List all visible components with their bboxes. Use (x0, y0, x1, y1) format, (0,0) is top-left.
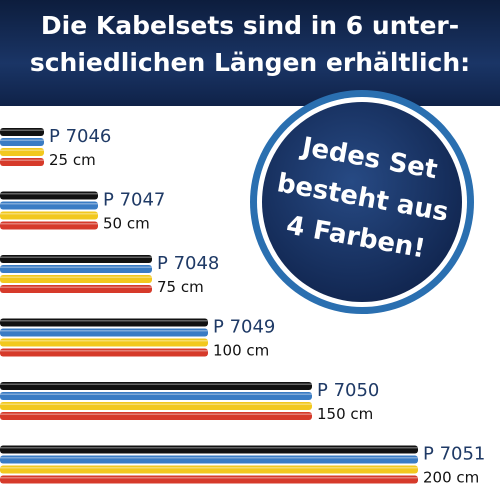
cable-shine (0, 193, 98, 195)
cable-shine (0, 330, 208, 332)
item-code: P 7051 (423, 444, 485, 465)
cable-stripe (0, 475, 418, 484)
cable-shine (0, 286, 152, 288)
item-length: 25 cm (49, 151, 96, 169)
cable-stripe (0, 412, 312, 420)
cable-stripe (0, 265, 152, 273)
cable-stripe (0, 318, 208, 327)
cable-stripe (0, 445, 418, 454)
cable-stripe (0, 402, 312, 410)
item-code: P 7049 (213, 317, 275, 338)
header-line: Die Kabelsets sind in 6 unter- (41, 11, 459, 40)
cable-stripe (0, 348, 208, 357)
cable-shine (0, 447, 418, 449)
cable-stripe (0, 455, 418, 464)
item-length: 200 cm (423, 469, 479, 487)
cable-shine (0, 256, 152, 258)
cable-stripe (0, 138, 44, 146)
cable-stripe (0, 328, 208, 337)
item-length: 50 cm (103, 215, 150, 233)
item-length: 150 cm (317, 405, 373, 423)
cable-shine (0, 403, 312, 405)
header-line: schiedlichen Längen erhältlich: (30, 48, 470, 77)
cable-shine (0, 213, 98, 215)
item-code: P 7047 (103, 190, 165, 211)
item-code: P 7046 (49, 126, 111, 147)
cable-stripe (0, 191, 98, 200)
cable-stripe (0, 221, 98, 230)
badge: Jedes Set besteht aus 4 Farben! (250, 90, 474, 314)
cable-stripe (0, 255, 152, 263)
item-length: 100 cm (213, 342, 269, 360)
cable-shine (0, 320, 208, 322)
cable-stripe (0, 158, 44, 166)
cable-stripe (0, 148, 44, 156)
header-band (0, 0, 500, 106)
item-code: P 7048 (157, 253, 219, 274)
cable-shine (0, 340, 208, 342)
item-list: P 7046 25 cm P 7047 50 cm P 7048 75 cm P 7049 1… (0, 126, 485, 487)
cable-shine (0, 413, 312, 415)
cable-shine (0, 203, 98, 205)
cable-stripe (0, 392, 312, 400)
cable-stripe (0, 128, 44, 136)
cable-shine (0, 383, 312, 385)
cable-stripe (0, 211, 98, 220)
cable-stripe (0, 201, 98, 210)
cable-shine (0, 129, 44, 131)
cable-shine (0, 477, 418, 479)
cable-stripe (0, 382, 312, 390)
item-length: 75 cm (157, 278, 204, 296)
cable-shine (0, 393, 312, 395)
item-code: P 7050 (317, 380, 379, 401)
cable-shine (0, 276, 152, 278)
cable-stripe (0, 465, 418, 474)
cable-shine (0, 457, 418, 459)
cable-shine (0, 223, 98, 225)
cable-shine (0, 350, 208, 352)
cable-stripe (0, 275, 152, 283)
cable-shine (0, 139, 44, 141)
cable-shine (0, 149, 44, 151)
cable-stripe (0, 338, 208, 347)
badge-disc (262, 102, 462, 302)
cable-shine (0, 266, 152, 268)
cable-shine (0, 159, 44, 161)
cable-stripe (0, 285, 152, 293)
cable-shine (0, 467, 418, 469)
